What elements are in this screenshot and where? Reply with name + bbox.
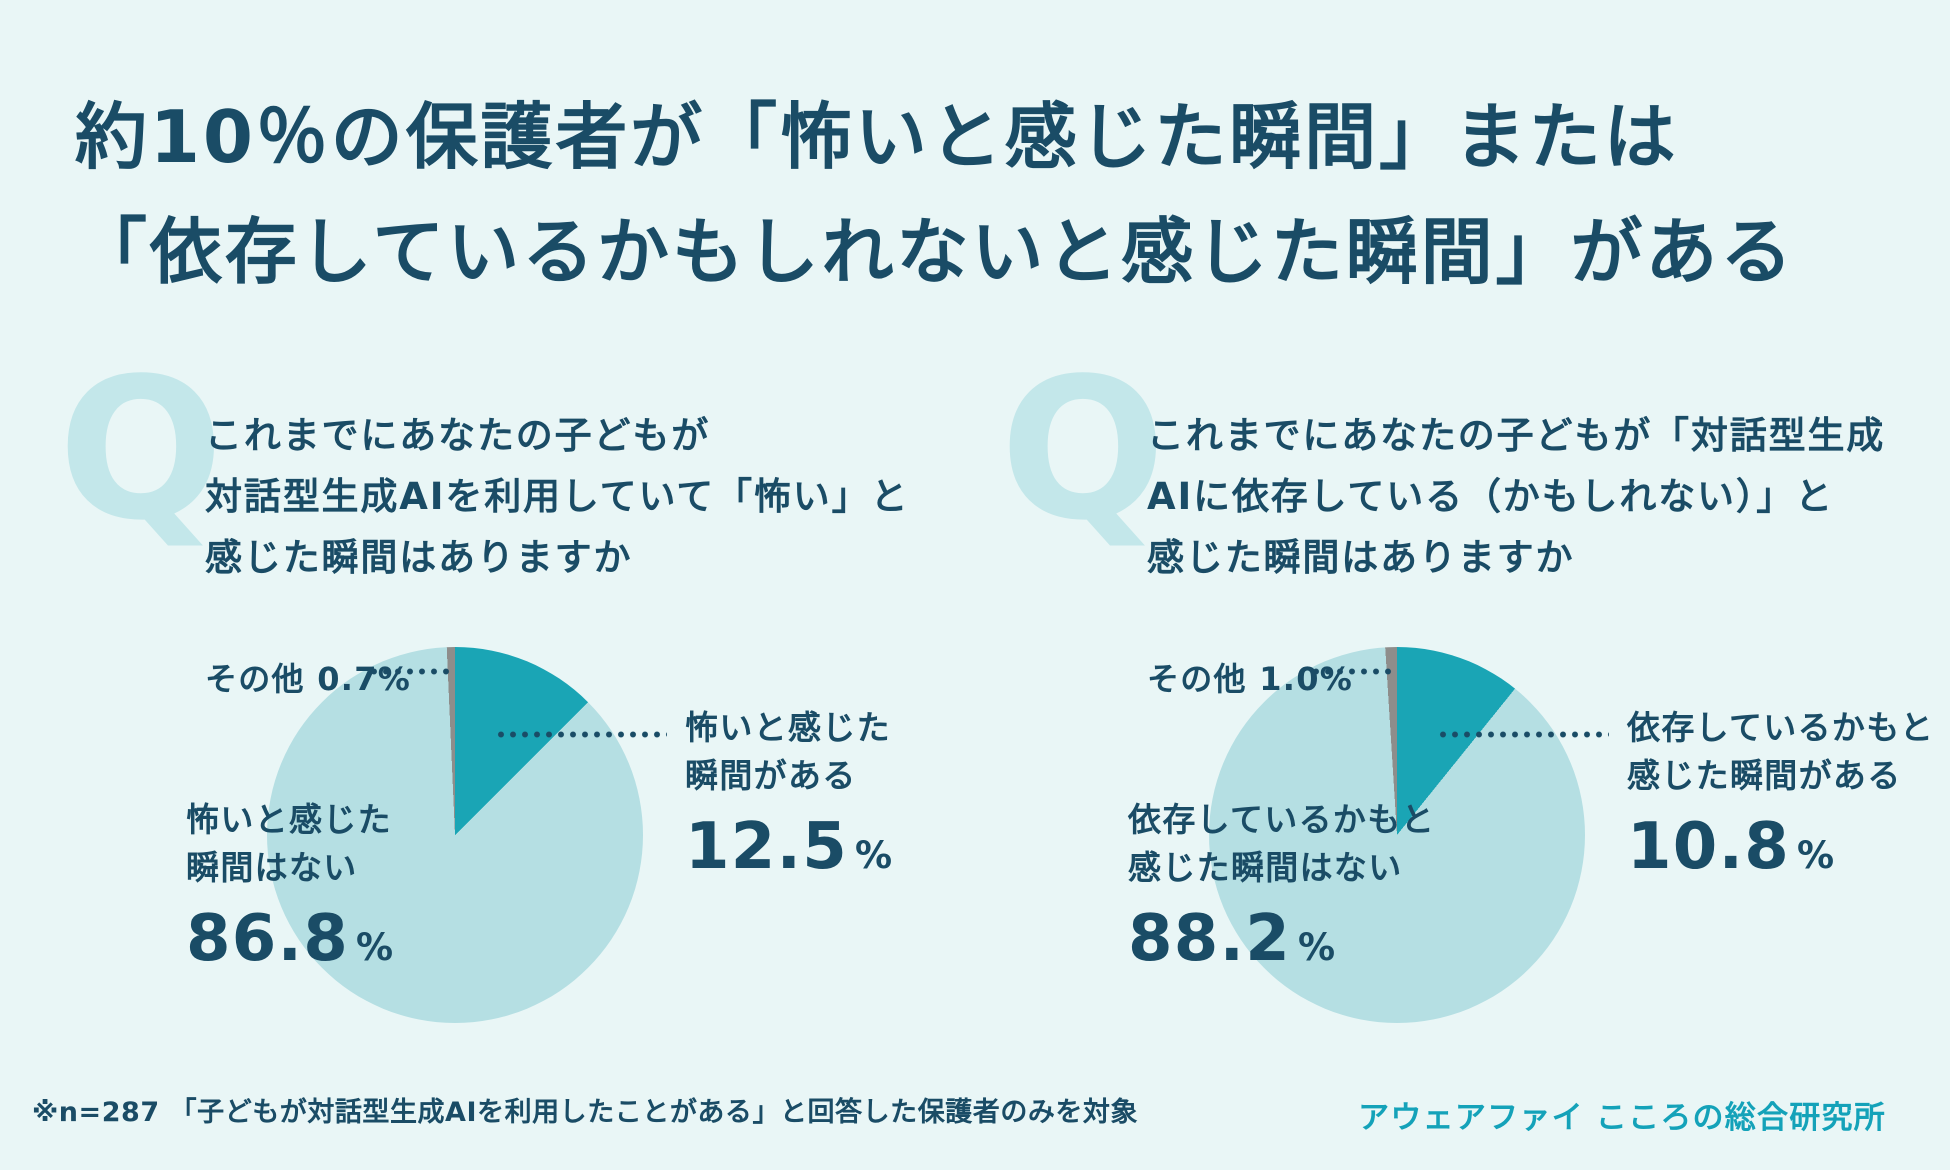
slice-value-number: 12.5	[685, 810, 849, 884]
leader-dots-other	[368, 668, 454, 675]
slice-label-line: 怖いと感じた	[186, 800, 392, 839]
slice-value: 10.8%	[1627, 810, 1934, 884]
sample-size-note: ※n=287 「子どもが対話型生成AIを利用したことがある」と回答した保護者のみ…	[32, 1097, 1139, 1128]
question-text-fear: これまでにあなたの子どもが 対話型生成AIを利用していて「怖い」と 感じた瞬間は…	[205, 405, 909, 588]
slice-label-no-moment: 依存しているかもと 感じた瞬間はない 88.2%	[1128, 796, 1435, 976]
page-title-line1: 約10％の保護者が「怖いと感じた瞬間」または	[75, 95, 1679, 179]
slice-value-unit: %	[855, 834, 894, 877]
page-title: 約10％の保護者が「怖いと感じた瞬間」または 「依存しているかもしれないと感じた…	[75, 80, 1795, 310]
slice-value-number: 10.8	[1627, 810, 1791, 884]
question-line: これまでにあなたの子どもが「対話型生成	[1147, 414, 1886, 457]
brand-credit: アウェアファイ こころの総合研究所	[1358, 1100, 1886, 1136]
slice-value-unit: %	[1797, 834, 1836, 877]
slice-label-line: 感じた瞬間はない	[1128, 848, 1403, 887]
slice-label-line: 瞬間がある	[685, 756, 857, 795]
question-line: これまでにあなたの子どもが	[205, 414, 711, 457]
question-line: 対話型生成AIを利用していて「怖い」と	[205, 475, 910, 518]
chart-section-dependence: Q これまでにあなたの子どもが「対話型生成 AIに依存している（かもしれない）」…	[942, 0, 1933, 1170]
slice-value-number: 86.8	[186, 902, 350, 976]
chart-section-fear: Q これまでにあなたの子どもが 対話型生成AIを利用していて「怖い」と 感じた瞬…	[58, 336, 909, 1023]
slice-label-line: 瞬間はない	[186, 848, 358, 887]
question-line: 感じた瞬間はありますか	[205, 536, 633, 579]
question-watermark-q: Q	[58, 336, 224, 563]
page-title-line2: 「依存しているかもしれないと感じた瞬間」がある	[75, 210, 1796, 294]
question-text-dependence: これまでにあなたの子どもが「対話型生成 AIに依存している（かもしれない）」と …	[1147, 405, 1885, 588]
pie-chart-dependence	[1209, 647, 1585, 1023]
leader-dots-has-moment	[495, 731, 667, 738]
slice-label-line: 怖いと感じた	[685, 708, 891, 747]
slice-value: 86.8%	[186, 902, 394, 976]
slice-label-has-moment: 依存しているかもと 感じた瞬間がある 10.8%	[1627, 704, 1934, 884]
question-watermark-q: Q	[1000, 336, 1166, 563]
slice-value-unit: %	[356, 926, 395, 969]
slice-label-line: 依存しているかもと	[1128, 800, 1436, 839]
slice-label-has-moment: 怖いと感じた 瞬間がある 12.5%	[685, 704, 893, 884]
pie-chart-fear	[267, 647, 643, 1023]
leader-dots-has-moment	[1437, 731, 1609, 738]
slice-label-other: その他 0.7%	[205, 660, 412, 698]
slice-value: 12.5%	[685, 810, 893, 884]
slice-value-unit: %	[1298, 926, 1337, 969]
slice-label-no-moment: 怖いと感じた 瞬間はない 86.8%	[186, 796, 394, 976]
slice-label-other: その他 1.0%	[1147, 660, 1354, 698]
question-line: AIに依存している（かもしれない）」と	[1147, 475, 1834, 518]
slice-label-line: 感じた瞬間がある	[1627, 756, 1902, 795]
question-line: 感じた瞬間はありますか	[1147, 536, 1575, 579]
slice-value-number: 88.2	[1128, 902, 1292, 976]
slice-label-line: 依存しているかもと	[1627, 708, 1935, 747]
slice-value: 88.2%	[1128, 902, 1435, 976]
leader-dots-other	[1310, 668, 1396, 675]
